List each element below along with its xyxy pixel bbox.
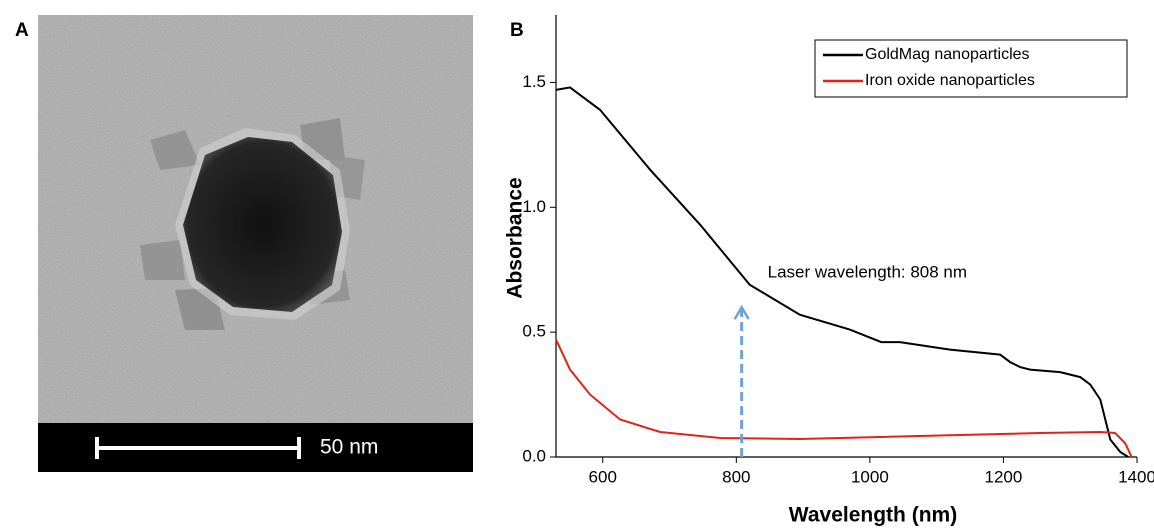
- y-tick-label: 0.5: [522, 322, 546, 341]
- panel-label: A: [15, 20, 29, 41]
- legend-box: [814, 39, 1128, 98]
- panel-label: B: [510, 20, 524, 41]
- x-tick-label: 600: [589, 467, 617, 486]
- y-tick-label: 1.5: [522, 72, 546, 91]
- series-line: [555, 339, 1133, 458]
- annotation-text: Laser wavelength: 808 nm: [768, 263, 967, 282]
- legend-label: Iron oxide nanoparticles: [865, 72, 1035, 89]
- y-tick-label: 0.0: [522, 446, 546, 465]
- arrow-head: [733, 304, 750, 320]
- x-axis-title: Wavelength (nm): [789, 504, 957, 527]
- tem-image: [38, 15, 473, 472]
- x-tick-label: 800: [722, 467, 750, 486]
- x-tick-label: 1400: [1118, 467, 1154, 486]
- x-tick-label: 1000: [851, 467, 889, 486]
- scale-bar-label: 50 nm: [320, 436, 378, 459]
- y-axis-title: Absorbance: [504, 177, 527, 298]
- y-tick-label: 1.0: [522, 197, 546, 216]
- series-line: [555, 86, 1129, 458]
- legend-label: GoldMag nanoparticles: [865, 46, 1030, 63]
- x-tick-label: 1200: [985, 467, 1023, 486]
- plot: 0.0 0.5 1.0 1.5 600 800 1000 1200 1400 Laser wave…: [522, 15, 1154, 486]
